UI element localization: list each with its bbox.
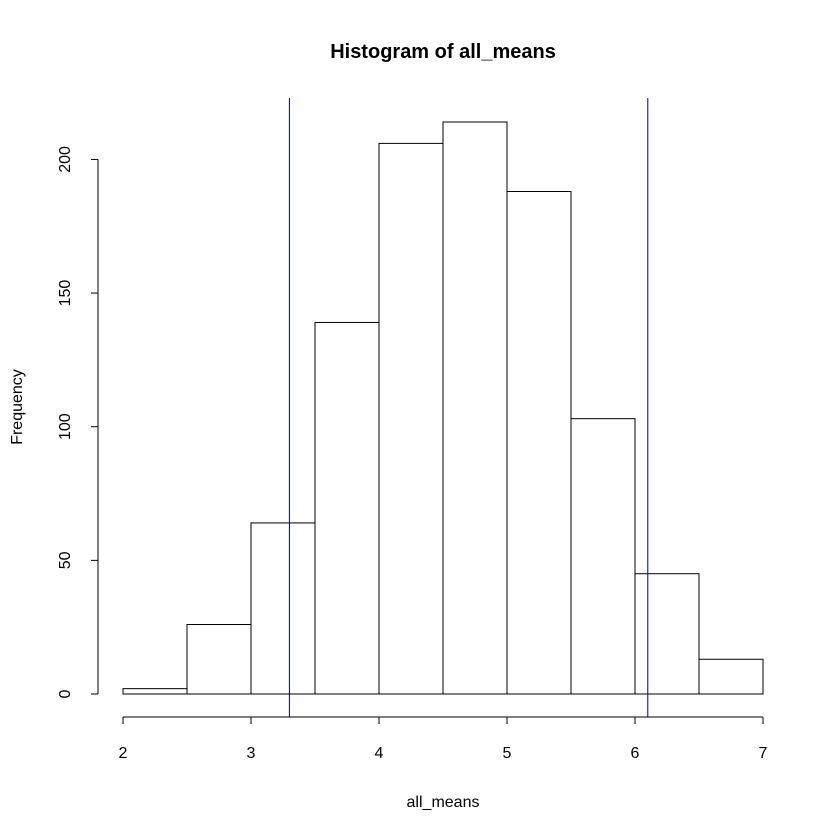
x-axis: 2 3 4 5 6 7: [119, 716, 768, 762]
x-tick-label-2: 4: [375, 745, 384, 762]
x-tick-label-5: 7: [759, 745, 768, 762]
x-tick-label-1: 3: [247, 745, 256, 762]
histogram-bar-2: [250, 522, 316, 695]
y-axis: 0 50 100 150 200: [57, 146, 99, 698]
x-tick-label-4: 6: [631, 745, 640, 762]
histogram-bar-4: [378, 142, 444, 695]
y-tick-label-4: 200: [57, 146, 74, 173]
y-tick-label-2: 100: [57, 413, 74, 440]
histogram-bar-0: [122, 688, 188, 695]
x-tick-label-0: 2: [119, 745, 128, 762]
histogram-bar-1: [186, 624, 252, 695]
histogram-bar-5: [442, 121, 508, 695]
histogram-bar-7: [570, 418, 636, 695]
y-tick-label-1: 50: [57, 551, 74, 569]
histogram-bar-3: [314, 321, 380, 695]
x-tick-label-3: 5: [503, 745, 512, 762]
histogram-bar-6: [506, 190, 572, 695]
histogram-bar-8: [634, 573, 700, 695]
chart-title: Histogram of all_means: [330, 41, 556, 63]
reference-lines-group: [288, 98, 649, 717]
x-axis-label: all_means: [407, 794, 480, 811]
bars-group: [122, 121, 764, 695]
y-axis-label: Frequency: [9, 369, 26, 445]
y-tick-label-3: 150: [57, 280, 74, 307]
y-tick-label-0: 0: [57, 689, 74, 698]
histogram-bar-9: [698, 658, 764, 695]
